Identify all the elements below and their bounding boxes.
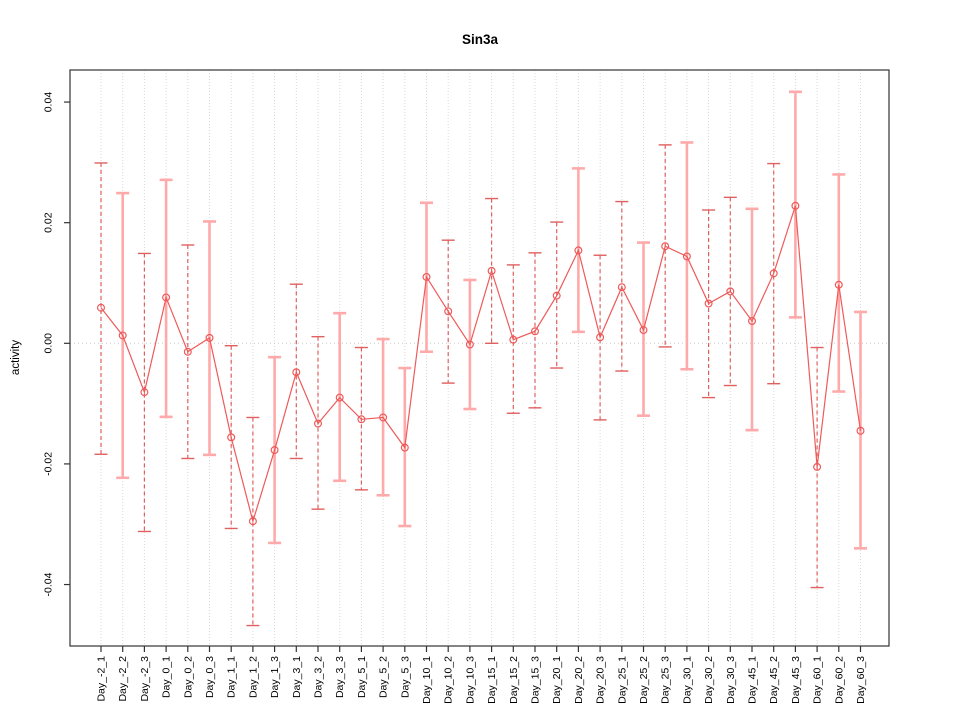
svg-text:Day_20_2: Day_20_2 — [573, 656, 585, 704]
x-axis-labels: Day_-2_1 Day_-2_2 Day_-2_3 Day_0_1 Day_0_2 Da… — [96, 656, 868, 704]
svg-text:Day_15_2: Day_15_2 — [508, 656, 520, 704]
svg-text:Day_60_2: Day_60_2 — [833, 656, 845, 704]
svg-text:Day_30_3: Day_30_3 — [725, 656, 737, 704]
svg-text:Day_-2_2: Day_-2_2 — [117, 656, 129, 702]
error-bars — [94, 90, 867, 627]
svg-text:Day_5_3: Day_5_3 — [399, 656, 411, 698]
svg-text:0.00: 0.00 — [43, 333, 55, 354]
svg-text:Day_0_2: Day_0_2 — [182, 656, 194, 698]
chart-title: Sin3a — [462, 32, 499, 47]
svg-text:Day_0_3: Day_0_3 — [204, 656, 216, 698]
svg-text:Day_10_1: Day_10_1 — [421, 656, 433, 704]
y-axis-labels: 0.04 0.02 0.00 -0.02 -0.04 — [43, 92, 55, 597]
svg-text:Day_25_3: Day_25_3 — [660, 656, 672, 704]
svg-text:Day_-2_3: Day_-2_3 — [139, 656, 151, 702]
series-line — [100, 205, 862, 524]
svg-text:Day_20_3: Day_20_3 — [595, 656, 607, 704]
plot-box — [69, 69, 890, 647]
svg-text:Day_3_3: Day_3_3 — [334, 656, 346, 698]
svg-text:0.02: 0.02 — [43, 212, 55, 233]
svg-text:Day_0_1: Day_0_1 — [161, 656, 173, 698]
svg-text:Day_25_1: Day_25_1 — [616, 656, 628, 704]
axis-ticks — [64, 101, 862, 652]
gridlines — [70, 70, 889, 646]
svg-text:-0.02: -0.02 — [43, 452, 55, 476]
svg-text:Day_5_2: Day_5_2 — [378, 656, 390, 698]
svg-text:Day_1_2: Day_1_2 — [247, 656, 259, 698]
svg-text:0.04: 0.04 — [43, 92, 55, 113]
svg-text:-0.04: -0.04 — [43, 572, 55, 596]
svg-text:Day_45_3: Day_45_3 — [790, 656, 802, 704]
svg-text:Day_10_2: Day_10_2 — [443, 656, 455, 704]
svg-text:Day_-2_1: Day_-2_1 — [96, 656, 108, 702]
svg-text:Day_60_3: Day_60_3 — [855, 656, 867, 704]
svg-text:Day_3_1: Day_3_1 — [291, 656, 303, 698]
svg-text:Day_45_2: Day_45_2 — [768, 656, 780, 704]
svg-text:Day_15_1: Day_15_1 — [486, 656, 498, 704]
svg-text:Day_3_2: Day_3_2 — [313, 656, 325, 698]
svg-text:Day_1_3: Day_1_3 — [269, 656, 281, 698]
y-axis-title: activity — [10, 340, 22, 375]
svg-text:Day_1_1: Day_1_1 — [226, 656, 238, 698]
svg-text:Day_25_2: Day_25_2 — [638, 656, 650, 704]
svg-text:Day_10_3: Day_10_3 — [464, 656, 476, 704]
data-points — [96, 201, 865, 526]
svg-text:Day_45_1: Day_45_1 — [747, 656, 759, 704]
svg-text:Day_5_1: Day_5_1 — [356, 656, 368, 698]
svg-text:Day_20_1: Day_20_1 — [551, 656, 563, 704]
svg-text:Day_60_1: Day_60_1 — [812, 656, 824, 704]
svg-text:Day_15_3: Day_15_3 — [530, 656, 542, 704]
svg-text:Day_30_2: Day_30_2 — [703, 656, 715, 704]
svg-text:Day_30_1: Day_30_1 — [681, 656, 693, 704]
